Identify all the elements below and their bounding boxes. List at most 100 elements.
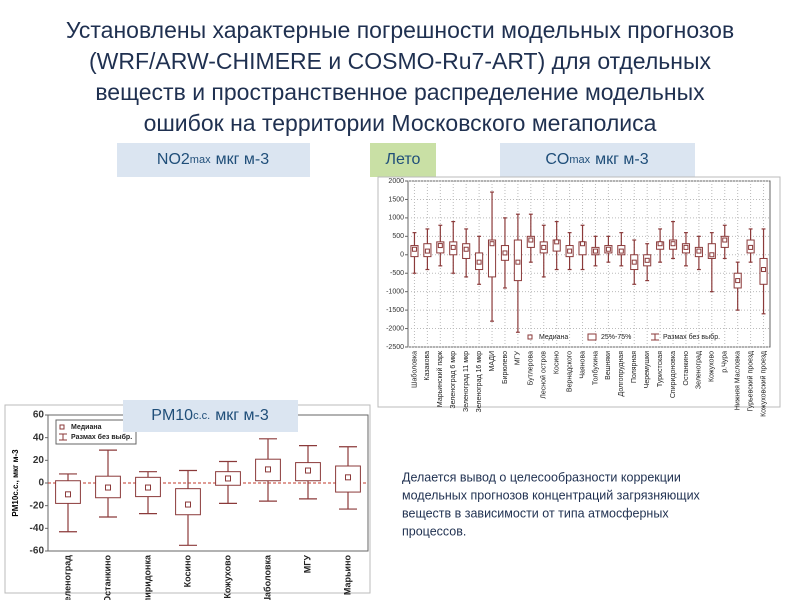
title-line: Установлены характерные погрешности моде…: [66, 17, 734, 43]
median: [185, 501, 191, 508]
label-box: [370, 143, 436, 177]
median: [424, 248, 430, 254]
x-tick-label: Казакова: [424, 351, 431, 381]
panel-label: COmax мкг м-3: [545, 151, 648, 168]
median: [265, 466, 271, 473]
median: [709, 252, 715, 258]
conclusion-line: процессов.: [402, 524, 466, 538]
y-tick-label: 500: [392, 233, 404, 240]
x-tick-label: Нижняя Масловка: [735, 351, 742, 410]
label-box: [117, 143, 310, 177]
label-unit: мкг м-3: [216, 151, 270, 168]
y-tick-label: -1500: [386, 307, 404, 314]
x-tick-label: Зеленоград: [696, 351, 703, 389]
x-tick-label: Зеленоград 11 мкр: [463, 351, 470, 412]
median: [644, 257, 650, 263]
x-tick-label: Спиридонка: [142, 554, 152, 600]
legend-label: Медиана: [71, 424, 102, 431]
x-tick-label: Косино: [554, 351, 561, 374]
pm10-chart: -60 -40 -20 0 20 40 60 PM10с.с., мкг м-3 Зеленог…: [11, 410, 369, 600]
y-tick-label: 20: [33, 455, 45, 466]
x-tick-label: Зеленоград 16 мкр: [476, 351, 483, 413]
season-label: Лето: [386, 151, 421, 168]
label-main: PM10: [151, 407, 193, 424]
median: [722, 237, 728, 243]
title-line: (WRF/ARW-CHIMERE и COSMO-Ru7-ART) для от…: [89, 48, 711, 74]
median: [541, 244, 547, 250]
median: [670, 241, 676, 247]
legend-label: Размах без выбр.: [663, 333, 720, 341]
y-tick-label: 1500: [388, 196, 404, 203]
y-tick-label: 0: [38, 478, 44, 489]
x-tick-label: Зеленоград 6 мкр: [450, 351, 457, 409]
label-sub: max: [190, 154, 211, 166]
x-tick-label: Марьинский парк: [436, 350, 444, 407]
legend-symbol: [527, 334, 533, 340]
x-tick-label: Чаянова: [579, 351, 586, 379]
median: [476, 259, 482, 265]
conclusion-line: модельных прогнозов концентраций загрязн…: [402, 488, 701, 502]
x-tick-label: Спиридоновка: [670, 351, 677, 398]
box: [487, 239, 497, 278]
conclusion-line: веществ в зависимости от типа атмосферны…: [402, 506, 669, 520]
median: [450, 244, 456, 250]
median: [65, 491, 71, 498]
median: [105, 484, 111, 491]
x-tick-label: Шаболовка: [262, 554, 272, 600]
label-sub: max: [569, 154, 590, 166]
x-tick-label: Долгопрудная: [618, 351, 625, 397]
median: [515, 259, 521, 265]
legend-label: Медиана: [539, 334, 568, 341]
y-tick-label: 0: [400, 252, 404, 259]
y-tick-label: -20: [30, 500, 45, 511]
legend-box: [55, 419, 137, 445]
y-tick-label: 2000: [388, 178, 404, 185]
median: [528, 237, 534, 243]
x-tick-label: Марьино: [342, 554, 352, 595]
y-axis-title: PM10с.с., мкг м-3: [11, 449, 20, 517]
median: [305, 467, 311, 474]
x-tick-label: Полярная: [631, 351, 638, 383]
x-tick-label: Бирюлево: [502, 351, 509, 384]
co-chart: -2500 -2000 -1500 -1000 -500 0 500 1000 1500 2000…: [386, 178, 771, 417]
x-tick-label: р.Чура: [722, 351, 729, 373]
x-tick-label: Кожухово: [222, 555, 232, 599]
median: [580, 241, 586, 247]
y-tick-label: -2500: [386, 344, 404, 351]
y-tick-label: 1000: [388, 215, 404, 222]
median: [225, 475, 231, 482]
median: [631, 259, 637, 265]
title-line: веществ и пространственное распределение…: [95, 79, 705, 105]
median: [463, 246, 469, 252]
median: [618, 248, 624, 254]
median: [554, 239, 560, 245]
legend-symbol: [587, 333, 597, 341]
median: [657, 241, 663, 247]
median: [489, 241, 495, 247]
median: [735, 278, 741, 284]
x-tick-label: Бутлерова: [528, 351, 535, 385]
plot-area: [407, 180, 771, 348]
legend-symbol: [59, 424, 65, 430]
label-unit: мкг м-3: [595, 151, 649, 168]
y-tick-label: 60: [33, 410, 45, 421]
panel-label: NO2max мкг м-3: [157, 151, 269, 168]
conclusion-line: Делается вывод о целесообразности коррек…: [402, 470, 681, 484]
x-tick-label: Зеленоград: [62, 555, 72, 600]
y-tick-label: -1000: [386, 289, 404, 296]
label-sub: с.с.: [193, 410, 210, 422]
label-main: CO: [545, 151, 569, 168]
median: [567, 248, 573, 254]
median: [696, 248, 702, 254]
y-tick-label: -2000: [386, 325, 404, 332]
x-tick-label: Гурьевский проезд: [746, 351, 754, 412]
x-tick-label: Косино: [182, 554, 192, 587]
y-tick-label: -40: [30, 523, 45, 534]
median: [437, 243, 443, 249]
x-tick-label: Туристская: [657, 351, 664, 387]
x-tick-label: Вернадского: [566, 351, 573, 392]
label-main: NO2: [157, 151, 190, 168]
y-tick-label: 40: [33, 432, 45, 443]
x-tick-label: Черемушки: [644, 351, 651, 388]
